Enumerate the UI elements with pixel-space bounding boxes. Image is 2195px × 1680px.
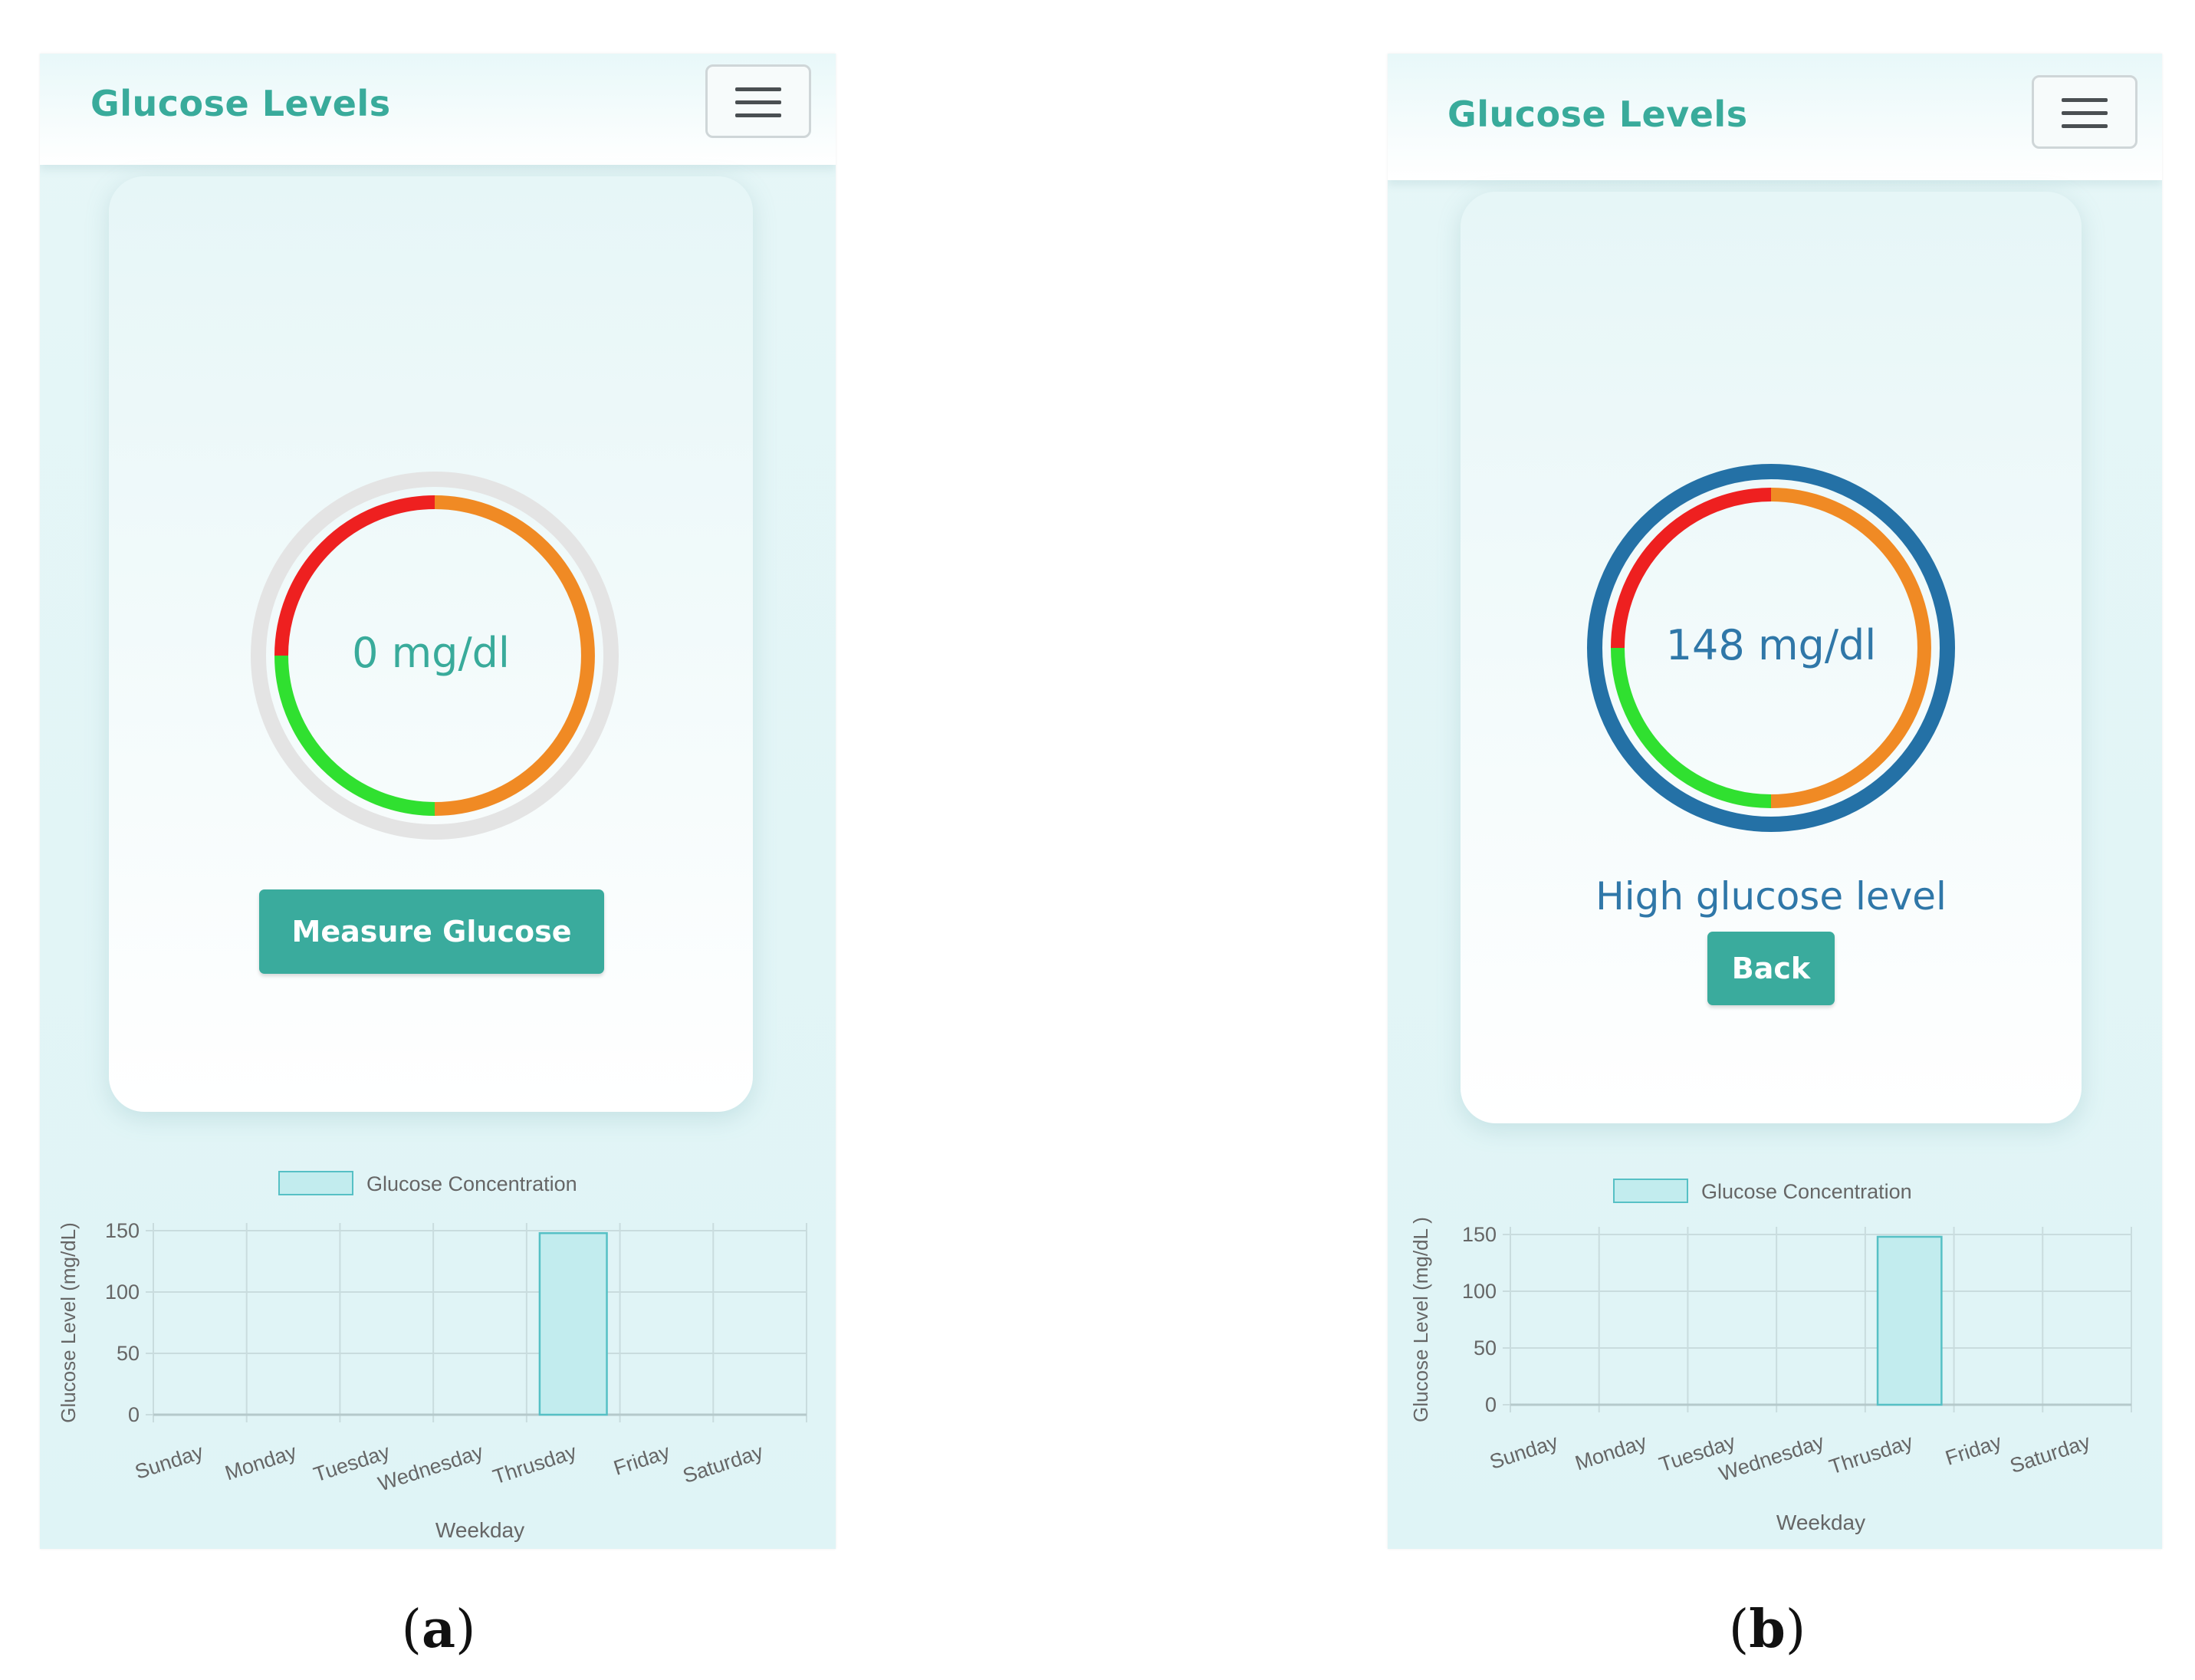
hamburger-icon [735,87,781,91]
chart-legend: Glucose Concentration [278,1171,577,1195]
glucose-chart: Glucose Concentration 0 50 100 150 Sunday Mond… [57,1171,807,1542]
gauge-segment-red [274,495,435,656]
x-tick-label: Wednesday [375,1440,486,1496]
glucose-gauge [1587,464,1955,832]
phone-screen-b: Glucose Levels 148 mg/dl High glucose le… [1388,54,2162,1549]
y-axis-title: Glucose Level (mg/dL) [57,1222,80,1423]
x-axis-title: Weekday [435,1518,524,1542]
chart-legend: Glucose Concentration [1613,1179,1912,1203]
app-title: Glucose Levels [1447,94,1748,135]
navbar: Glucose Levels [1388,54,2162,180]
y-tick-label: 50 [117,1342,140,1365]
hamburger-icon-line [2062,111,2108,115]
caption-a: (a) [401,1599,476,1660]
glucose-card: 0 mg/dl Measure Glucose [109,176,753,1112]
x-tick-label: Sunday [1487,1430,1561,1474]
gauge-outer-ring [1587,464,1955,832]
y-tick-label: 100 [1462,1280,1497,1303]
app-title: Glucose Levels [90,83,391,124]
glucose-gauge [251,472,619,840]
hamburger-icon [2062,98,2108,102]
x-tick-label: Saturday [680,1440,767,1488]
hamburger-icon-line [2062,124,2108,128]
glucose-value: 0 mg/dl [352,629,510,677]
caption-b: (b) [1728,1599,1806,1660]
gauge-segment-orange [434,495,595,816]
y-tick-label: 0 [128,1403,140,1426]
x-tick-label: Monday [1572,1430,1650,1475]
hamburger-icon-line [735,113,781,117]
gauge-segment-red [1611,488,1772,649]
measure-glucose-button[interactable]: Measure Glucose [259,889,604,974]
caption-b-letter: b [1749,1599,1786,1660]
gauge-segment-green [1611,647,1772,808]
caption-a-letter: a [421,1599,456,1660]
x-axis-title: Weekday [1776,1511,1865,1534]
glucose-value: 148 mg/dl [1665,621,1877,669]
gauge-segment-orange [1770,488,1931,808]
x-tick-label: Saturday [2007,1430,2094,1478]
legend-label: Glucose Concentration [366,1172,577,1195]
legend-swatch [278,1171,353,1195]
legend-swatch [1613,1179,1688,1203]
y-tick-label: 150 [1462,1223,1497,1246]
legend-label: Glucose Concentration [1701,1180,1912,1203]
gauge-segment-green [274,655,435,816]
gauge-outer-ring [251,472,619,840]
x-tick-label: Monday [222,1440,300,1484]
hamburger-menu-button[interactable] [705,64,811,138]
y-axis-title: Glucose Level (mg/dL ) [1409,1217,1432,1422]
glucose-chart: Glucose Concentration 0 50 100 150 Sunday Mond… [1409,1179,2132,1534]
x-tick-label: Thrusday [1826,1430,1916,1478]
hamburger-icon-line [735,100,781,104]
y-tick-label: 100 [105,1281,140,1304]
x-tick-label: Friday [1943,1430,2005,1470]
y-tick-label: 50 [1474,1336,1497,1359]
bar-thrusday [1876,1235,1943,1406]
x-tick-label: Friday [611,1440,673,1480]
navbar: Glucose Levels [40,54,836,165]
bar-thrusday [538,1231,608,1416]
glucose-card: 148 mg/dl High glucose level Back [1461,192,2082,1123]
glucose-status-text: High glucose level [1595,874,1947,919]
y-tick-label: 0 [1485,1393,1497,1416]
back-button[interactable]: Back [1707,932,1835,1005]
phone-screen-a: Glucose Levels 0 mg/dl Measure Glucose G… [40,54,836,1549]
x-tick-label: Thrusday [490,1440,580,1488]
hamburger-menu-button[interactable] [2032,75,2137,149]
y-tick-label: 150 [105,1219,140,1242]
x-tick-label: Sunday [132,1440,206,1484]
